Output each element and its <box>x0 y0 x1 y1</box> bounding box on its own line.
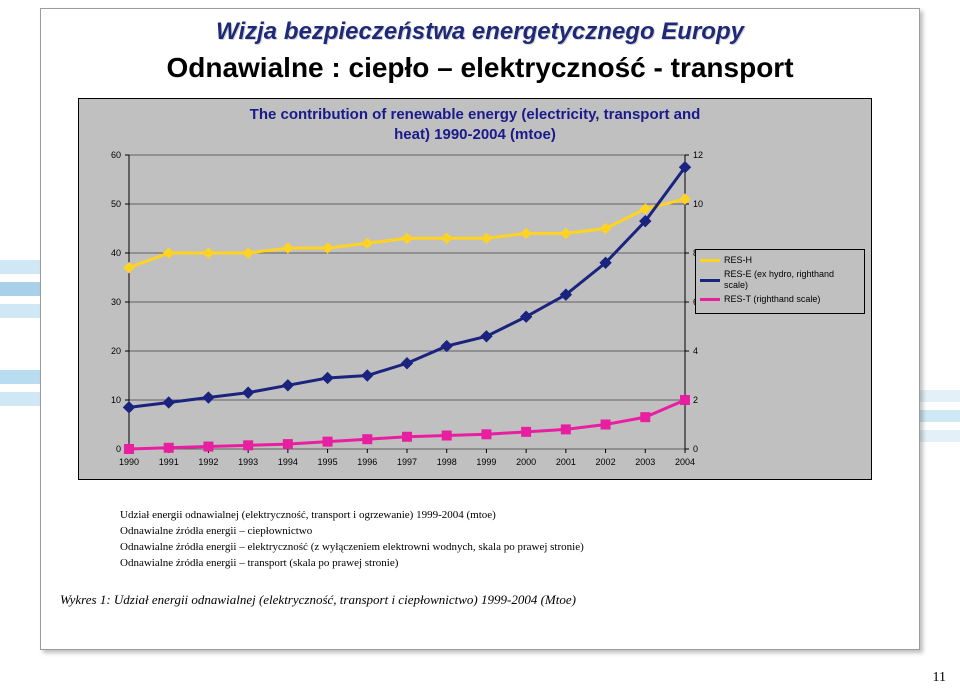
legend: RES-H RES-E (ex hydro, righthand scale) … <box>695 249 865 314</box>
svg-text:2004: 2004 <box>675 457 695 467</box>
svg-text:2002: 2002 <box>596 457 616 467</box>
caption-line: Odnawialne źródła energii – elektrycznoś… <box>120 540 880 556</box>
caption-block: Udział energii odnawialnej (elektrycznoś… <box>120 508 880 572</box>
svg-text:0: 0 <box>116 444 121 454</box>
svg-text:1993: 1993 <box>238 457 258 467</box>
svg-text:10: 10 <box>693 199 703 209</box>
svg-text:1999: 1999 <box>476 457 496 467</box>
legend-item: RES-H <box>700 255 860 267</box>
page-number: 11 <box>933 670 946 686</box>
title-line-1: Wizja bezpieczeństwa energetycznego Euro… <box>0 18 960 46</box>
svg-text:2: 2 <box>693 395 698 405</box>
slide: Wizja bezpieczeństwa energetycznego Euro… <box>0 0 960 698</box>
legend-label: RES-H <box>724 255 752 267</box>
svg-text:1995: 1995 <box>318 457 338 467</box>
svg-text:0: 0 <box>693 444 698 454</box>
svg-text:30: 30 <box>111 297 121 307</box>
legend-swatch <box>700 279 720 282</box>
svg-text:10: 10 <box>111 395 121 405</box>
svg-text:2003: 2003 <box>635 457 655 467</box>
svg-text:50: 50 <box>111 199 121 209</box>
svg-text:1998: 1998 <box>437 457 457 467</box>
svg-text:1997: 1997 <box>397 457 417 467</box>
caption-line: Odnawialne źródła energii – transport (s… <box>120 556 880 572</box>
svg-text:4: 4 <box>693 346 698 356</box>
chart-container: The contribution of renewable energy (el… <box>78 98 872 480</box>
caption-line: Udział energii odnawialnej (elektrycznoś… <box>120 508 880 524</box>
svg-text:20: 20 <box>111 346 121 356</box>
legend-swatch <box>700 298 720 301</box>
title-block: Wizja bezpieczeństwa energetycznego Euro… <box>0 18 960 84</box>
svg-text:1991: 1991 <box>159 457 179 467</box>
legend-label: RES-E (ex hydro, righthand scale) <box>724 269 860 292</box>
svg-text:2001: 2001 <box>556 457 576 467</box>
svg-text:40: 40 <box>111 248 121 258</box>
figure-caption: Wykres 1: Udział energii odnawialnej (el… <box>60 592 900 608</box>
svg-text:1992: 1992 <box>198 457 218 467</box>
svg-text:1990: 1990 <box>119 457 139 467</box>
legend-label: RES-T (righthand scale) <box>724 294 820 306</box>
svg-text:1996: 1996 <box>357 457 377 467</box>
svg-text:2000: 2000 <box>516 457 536 467</box>
title-line-2: Odnawialne : ciepło – elektryczność - tr… <box>0 52 960 84</box>
legend-swatch <box>700 259 720 262</box>
legend-item: RES-T (righthand scale) <box>700 294 860 306</box>
caption-line: Odnawialne źródła energii – ciepłownictw… <box>120 524 880 540</box>
svg-text:12: 12 <box>693 150 703 160</box>
svg-text:1994: 1994 <box>278 457 298 467</box>
legend-item: RES-E (ex hydro, righthand scale) <box>700 269 860 292</box>
svg-text:60: 60 <box>111 150 121 160</box>
